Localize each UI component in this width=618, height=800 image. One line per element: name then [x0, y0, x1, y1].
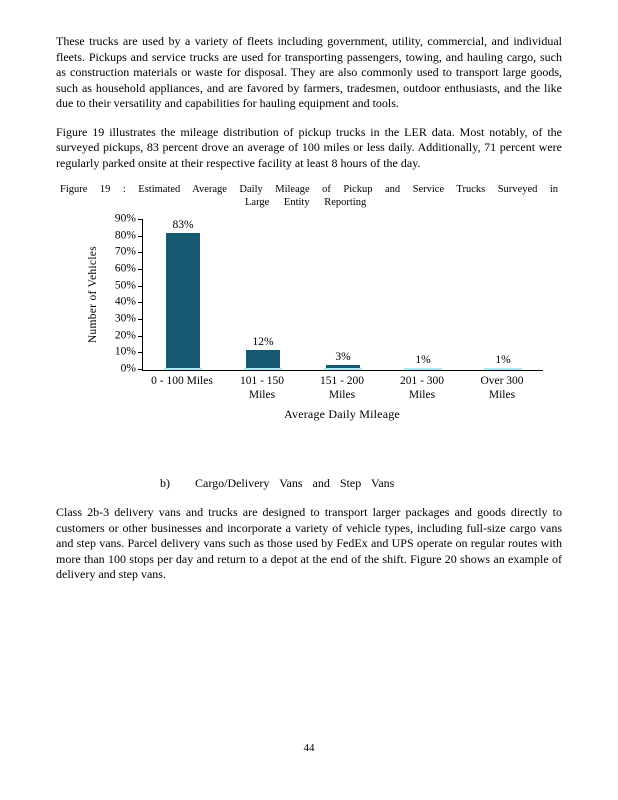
y-tick-mark [138, 219, 143, 220]
y-tick-label: 20% [114, 329, 136, 342]
bar-base-accent [164, 368, 202, 370]
section-heading-marker: b) [160, 476, 170, 490]
bar-slot: 3% [303, 219, 383, 370]
bar [244, 350, 282, 370]
figure-caption-line2: Large Entity Reporting [245, 196, 367, 208]
y-tick-mark [138, 369, 143, 370]
y-tick-label: 80% [114, 229, 136, 242]
bar-slot: 12% [223, 219, 303, 370]
body-paragraph-3: Class 2b-3 delivery vans and trucks are … [56, 505, 562, 581]
y-tick-mark [138, 252, 143, 254]
y-tick-labels: 90% 80% 70% 60% 50% 40% 30% 20% 10% 0% [102, 213, 142, 375]
y-tick-label: 30% [114, 312, 136, 325]
bar-value-label: 83% [172, 219, 194, 231]
y-tick-label: 90% [114, 212, 136, 225]
y-tick-mark [138, 335, 143, 337]
body-paragraph-1: These trucks are used by a variety of fl… [56, 34, 562, 110]
x-category-labels: 0 - 100 Miles 101 - 150 Miles 151 - 200 Mi… [142, 371, 542, 402]
category-label: 0 - 100 Miles [151, 375, 213, 387]
y-tick-label: 60% [114, 262, 136, 275]
bar [404, 368, 442, 370]
y-tick-label: 0% [120, 362, 136, 375]
bar-value-label: 3% [335, 351, 351, 363]
bar-base-accent [324, 368, 362, 370]
section-heading-b: b) Cargo/Delivery Vans and Step Vans [160, 476, 562, 491]
figure-19-caption: Figure 19 : Estimated Average Daily Mile… [60, 184, 558, 209]
category-label: 101 - 150 Miles [239, 375, 285, 401]
y-tick-label: 50% [114, 279, 136, 292]
y-tick-mark [138, 235, 143, 237]
bar-base-accent [404, 368, 442, 370]
bar [484, 368, 522, 370]
category-label: Over 300 Miles [480, 375, 524, 401]
bar-slot: 1% [383, 219, 463, 370]
y-tick-mark [138, 352, 143, 354]
figure-caption-line1: Figure 19 : Estimated Average Daily Mile… [60, 184, 558, 195]
category-label: 151 - 200 Miles [319, 375, 365, 401]
page-number: 44 [303, 742, 315, 754]
y-tick-mark [138, 302, 143, 304]
bar-value-label: 1% [415, 354, 431, 366]
category-label: 201 - 300 Miles [399, 375, 445, 401]
y-tick-label: 70% [114, 245, 136, 258]
bar-base-accent [244, 368, 282, 370]
figure-19-bar-chart: Number of Vehicles 90% 80% 70% 60% 50% 40% 30%… [84, 213, 562, 422]
bar-slot: 1% [463, 219, 543, 370]
y-tick-mark [138, 269, 143, 270]
chart-plot: 83% 12% 3% 1% 1% [138, 219, 543, 371]
body-paragraph-2: Figure 19 illustrates the mileage distri… [56, 124, 562, 170]
y-axis-title: Number of Vehicles [87, 245, 99, 344]
bar-value-label: 12% [252, 336, 274, 348]
y-tick-mark [138, 285, 143, 287]
bar-value-label: 1% [495, 354, 511, 366]
y-axis-title-wrap: Number of Vehicles [84, 219, 102, 370]
bar [324, 365, 362, 370]
x-axis-title: Average Daily Mileage [284, 407, 400, 421]
section-heading-label: Cargo/Delivery Vans and Step Vans [195, 476, 395, 490]
y-tick-mark [138, 319, 143, 320]
bar-slot: 83% [143, 219, 223, 370]
y-tick-label: 10% [114, 345, 136, 358]
bar-base-accent [484, 368, 522, 370]
bar [164, 233, 202, 370]
y-tick-label: 40% [114, 295, 136, 308]
